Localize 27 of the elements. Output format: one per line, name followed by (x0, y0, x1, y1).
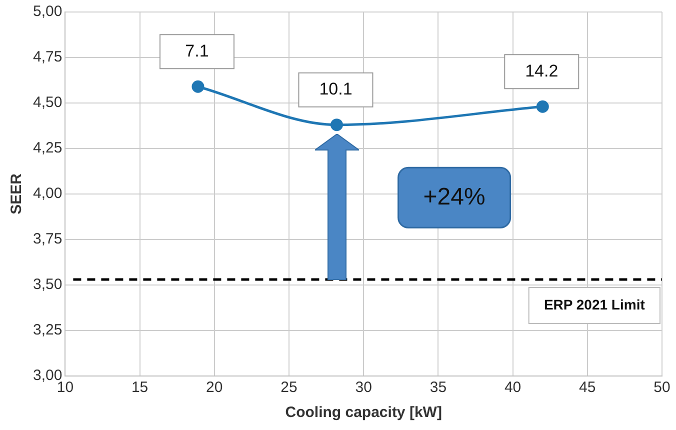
y-tick-label: 4,25 (32, 140, 62, 157)
annotation: 14.2 (525, 61, 558, 80)
x-tick-label: 15 (131, 379, 148, 396)
y-tick-label: 5,00 (32, 3, 62, 20)
x-tick-label: 30 (355, 379, 372, 396)
annotation: 7.1 (185, 41, 209, 60)
y-tick-label: 4,50 (32, 94, 62, 112)
y-tick-label: 3,25 (32, 322, 62, 339)
ref-line-label: ERP 2021 Limit (544, 296, 646, 312)
y-tick-label: 4,00 (32, 185, 62, 202)
y-tick-label: 4,75 (32, 48, 62, 66)
x-tick-label: 35 (430, 379, 447, 396)
y-tick-label: 3,50 (32, 276, 62, 294)
annotation: 10.1 (319, 80, 352, 99)
x-tick-label: 10 (56, 379, 74, 396)
x-axis-title: Cooling capacity [kW] (285, 404, 442, 422)
point (192, 80, 204, 93)
y-tick-label: 3,75 (32, 230, 62, 248)
y-axis-title: SEER (8, 173, 26, 214)
point (330, 118, 343, 132)
x-tick-label: 45 (579, 379, 596, 396)
point (536, 100, 549, 113)
x-tick-label: 40 (504, 379, 522, 396)
x-tick-label: 20 (206, 379, 223, 396)
annotation: +24% (423, 183, 486, 210)
x-tick-label: 50 (654, 379, 670, 396)
x-tick-label: 25 (280, 379, 298, 396)
